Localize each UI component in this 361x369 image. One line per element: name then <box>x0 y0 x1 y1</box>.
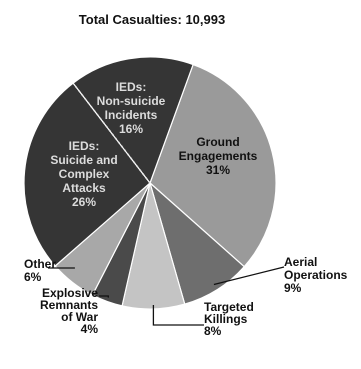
slice-label-aerial-operations: Aerial Operations 9% <box>284 255 348 295</box>
slice-label-ieds-non-suicide-incidents: IEDs: Non-suicide Incidents 16% <box>97 80 166 136</box>
pie-slice-ieds-suicide-and-complex-attacks <box>23 82 151 267</box>
pie-slice-ground-engagements <box>149 63 277 268</box>
leader-line-explosive <box>99 295 109 298</box>
pie-labels: Ground Engagements 31% Aerial Operations 9% Ta… <box>24 80 348 338</box>
chart-title: Total Casualties: 10,993 <box>79 12 225 27</box>
slice-label-other: Other 6% <box>24 257 56 284</box>
slice-label-explosive-remnants-of-war: Explosive Remnants of War 4% <box>40 286 98 336</box>
leader-line-targeted <box>152 305 204 326</box>
pie-slices <box>23 56 277 310</box>
slice-label-targeted-killings: Targeted Killings 8% <box>204 300 254 338</box>
pie-slice-ieds-non-suicide-incidents <box>72 56 194 185</box>
slice-label-ground-engagements: Ground Engagements 31% <box>179 135 258 177</box>
leader-line-aerial <box>213 266 285 286</box>
slice-label-ieds-suicide-and-complex-attacks: IEDs: Suicide and Complex Attacks 26% <box>50 139 117 209</box>
ied-divider-line <box>73 84 151 184</box>
